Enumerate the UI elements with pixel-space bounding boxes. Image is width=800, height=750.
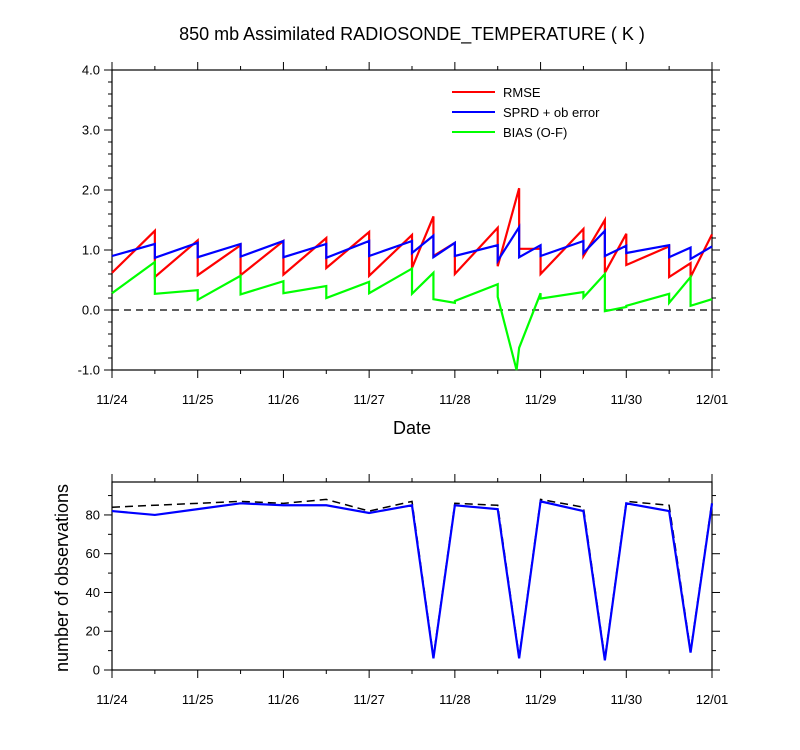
upper-series-bias-o-f xyxy=(111,259,713,371)
lower-x-tick-label: 12/01 xyxy=(696,692,729,707)
upper-y-tick-label: 0.0 xyxy=(82,303,100,318)
lower-y-tick-label: 20 xyxy=(86,624,100,639)
upper-x-tick-label: 12/01 xyxy=(696,392,729,407)
legend-label-sprd: SPRD + ob error xyxy=(503,105,600,120)
lower-y-tick-label: 80 xyxy=(86,507,100,522)
lower-x-tick-label: 11/30 xyxy=(610,692,642,707)
lower-x-tick-label: 11/27 xyxy=(353,692,385,707)
upper-plot: 11/24 11/25 11/26 11/27 11/28 11/29 11/30 12/01… xyxy=(78,62,729,407)
upper-x-tick-label: 11/24 xyxy=(96,392,128,407)
upper-x-tick-label: 11/28 xyxy=(439,392,471,407)
upper-y-tick-label: 1.0 xyxy=(82,243,100,258)
upper-series-sprd-ob-error xyxy=(111,223,713,265)
y-axis-title-obs: number of observations xyxy=(52,484,72,672)
x-axis-title: Date xyxy=(393,418,431,438)
legend: RMSE SPRD + ob error BIAS (O-F) xyxy=(452,85,600,140)
legend-label-rmse: RMSE xyxy=(503,85,541,100)
lower-series-total xyxy=(111,498,713,659)
upper-x-tick-label: 11/27 xyxy=(353,392,385,407)
upper-series-rmse xyxy=(111,187,713,280)
lower-x-tick-label: 11/29 xyxy=(525,692,557,707)
lower-y-tick-label: 60 xyxy=(86,546,100,561)
upper-y-tick-label: -1.0 xyxy=(78,363,100,378)
lower-y-tick-label: 0 xyxy=(93,663,100,678)
upper-frame xyxy=(111,69,713,371)
upper-x-tick-label: 11/25 xyxy=(182,392,214,407)
lower-x-tick-label: 11/26 xyxy=(268,692,300,707)
lower-plot: 11/24 11/25 11/26 11/27 11/28 11/29 11/30 12/01… xyxy=(86,474,729,707)
upper-x-tick-label: 11/26 xyxy=(268,392,300,407)
lower-y-tick-label: 40 xyxy=(86,585,100,600)
lower-x-tick-label: 11/25 xyxy=(182,692,214,707)
upper-y-tick-label: 2.0 xyxy=(82,183,100,198)
lower-x-tick-label: 11/24 xyxy=(96,692,128,707)
lower-series-assimilated xyxy=(111,500,714,661)
chart-title: 850 mb Assimilated RADIOSONDE_TEMPERATUR… xyxy=(179,24,645,45)
legend-label-bias: BIAS (O-F) xyxy=(503,125,567,140)
upper-x-tick-label: 11/30 xyxy=(610,392,642,407)
upper-y-tick-label: 4.0 xyxy=(82,63,100,78)
upper-y-tick-label: 3.0 xyxy=(82,123,100,138)
lower-x-tick-label: 11/28 xyxy=(439,692,471,707)
upper-x-tick-label: 11/29 xyxy=(525,392,557,407)
